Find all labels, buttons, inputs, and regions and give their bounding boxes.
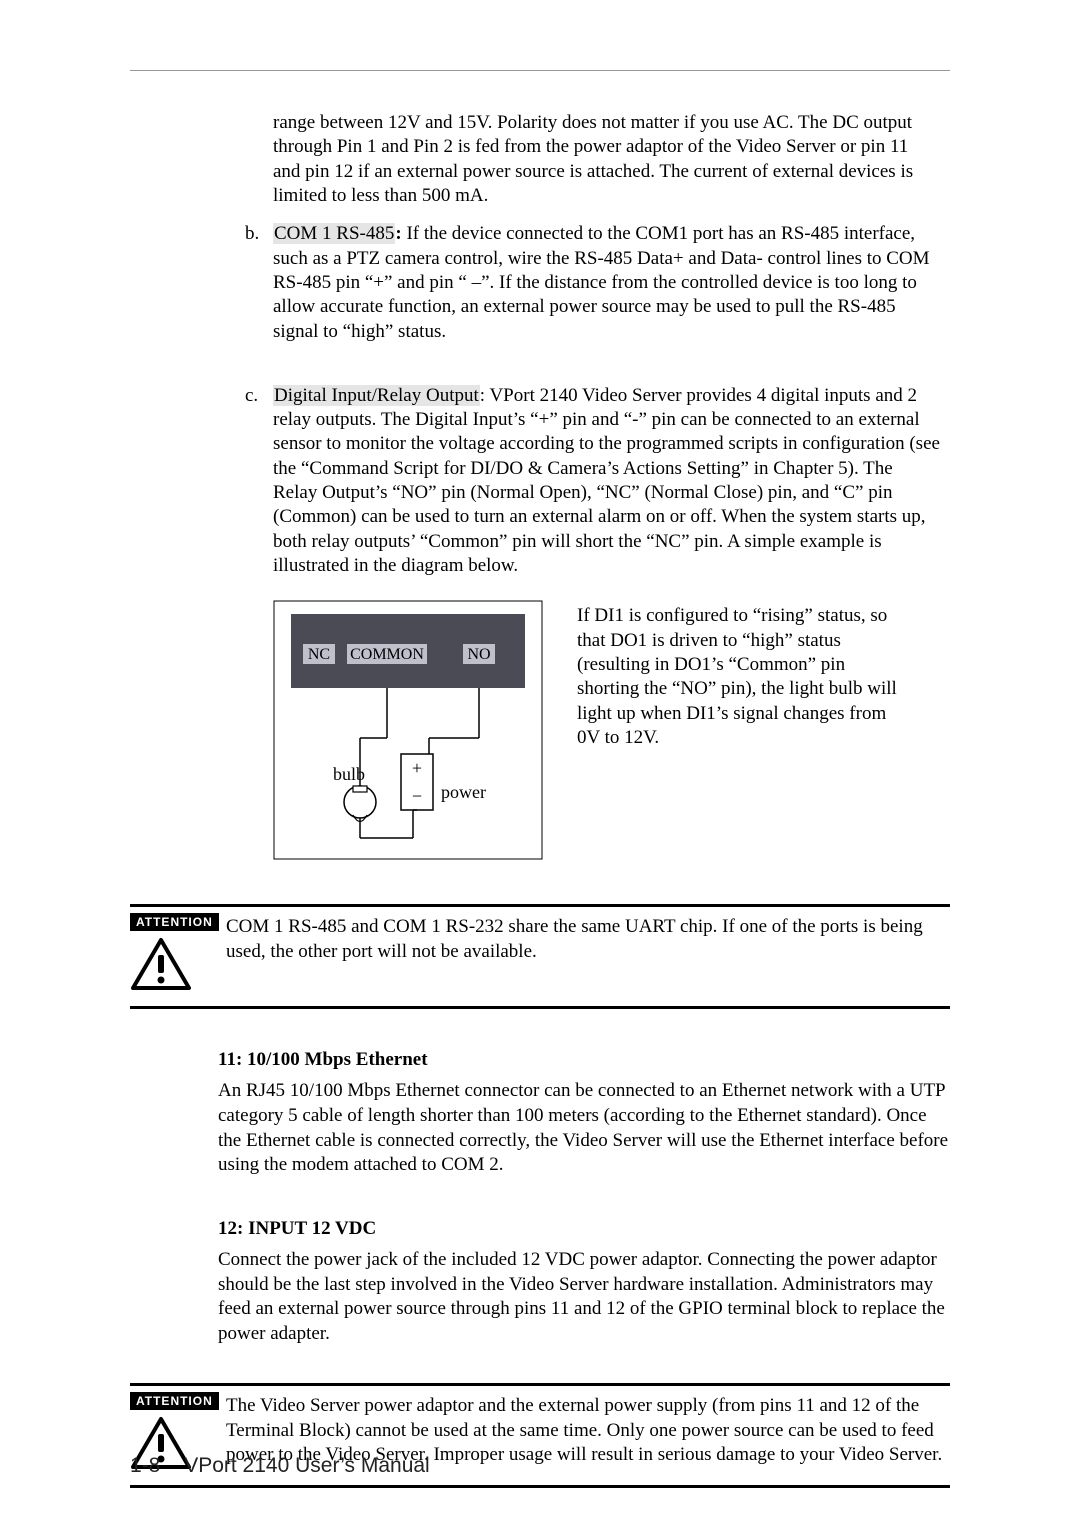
list-body-b: COM 1 RS-485: If the device connected to… bbox=[273, 222, 940, 344]
item-c-text: : VPort 2140 Video Server provides 4 dig… bbox=[273, 385, 940, 576]
attention1-left: ATTENTION bbox=[130, 913, 210, 996]
list-item-b: b. COM 1 RS-485: If the device connected… bbox=[245, 222, 940, 344]
item-b-lead: COM 1 RS-485 bbox=[273, 223, 395, 244]
footer-page: 1-8 bbox=[130, 1454, 160, 1477]
list-marker-c: c. bbox=[245, 384, 273, 579]
common-label: COMMON bbox=[350, 646, 424, 663]
content-column: range between 12V and 15V. Polarity does… bbox=[245, 111, 940, 578]
attention1-rule-bot bbox=[130, 1006, 950, 1009]
attention1-text: COM 1 RS-485 and COM 1 RS-232 share the … bbox=[226, 913, 950, 964]
intro-continuation: range between 12V and 15V. Polarity does… bbox=[245, 111, 940, 208]
intro-text: range between 12V and 15V. Polarity does… bbox=[273, 111, 940, 208]
power-label: power bbox=[441, 782, 486, 802]
list-item-c: c. Digital Input/Relay Output: VPort 214… bbox=[245, 384, 940, 579]
attention2-label: ATTENTION bbox=[130, 1392, 219, 1410]
warning-icon bbox=[130, 937, 192, 991]
list-body-c: Digital Input/Relay Output: VPort 2140 V… bbox=[273, 384, 940, 579]
no-label: NO bbox=[467, 646, 490, 663]
attention2-rule-bot bbox=[130, 1485, 950, 1488]
section-12-heading: 12: INPUT 12 VDC bbox=[218, 1218, 950, 1240]
list-marker-b: b. bbox=[245, 222, 273, 344]
attention1-rule-top bbox=[130, 904, 950, 907]
diagram-row: NC COMMON NO bulb + − power If DI1 is co… bbox=[273, 600, 950, 860]
attention2-rule-top bbox=[130, 1383, 950, 1386]
relay-diagram: NC COMMON NO bulb + − power bbox=[273, 600, 543, 860]
footer-title: VPort 2140 User’s Manual bbox=[184, 1454, 430, 1477]
nc-label: NC bbox=[308, 646, 330, 663]
section-12: 12: INPUT 12 VDC Connect the power jack … bbox=[218, 1218, 950, 1347]
diagram-side-text: If DI1 is configured to “rising” status,… bbox=[577, 600, 907, 860]
section-11-body: An RJ45 10/100 Mbps Ethernet connector c… bbox=[218, 1079, 950, 1178]
page-footer: 1-8 VPort 2140 User’s Manual bbox=[130, 1454, 430, 1478]
header-rule bbox=[130, 70, 950, 71]
attention1-label: ATTENTION bbox=[130, 913, 219, 931]
section-11-heading: 11: 10/100 Mbps Ethernet bbox=[218, 1049, 950, 1071]
minus-label: − bbox=[412, 786, 422, 806]
section-11: 11: 10/100 Mbps Ethernet An RJ45 10/100 … bbox=[218, 1049, 950, 1178]
bulb-label: bulb bbox=[333, 764, 365, 784]
plus-label: + bbox=[412, 758, 422, 778]
attention-block-1: ATTENTION COM 1 RS-485 and COM 1 RS-232 … bbox=[130, 904, 950, 1009]
item-c-lead: Digital Input/Relay Output bbox=[273, 385, 480, 406]
section-12-body: Connect the power jack of the included 1… bbox=[218, 1248, 950, 1347]
